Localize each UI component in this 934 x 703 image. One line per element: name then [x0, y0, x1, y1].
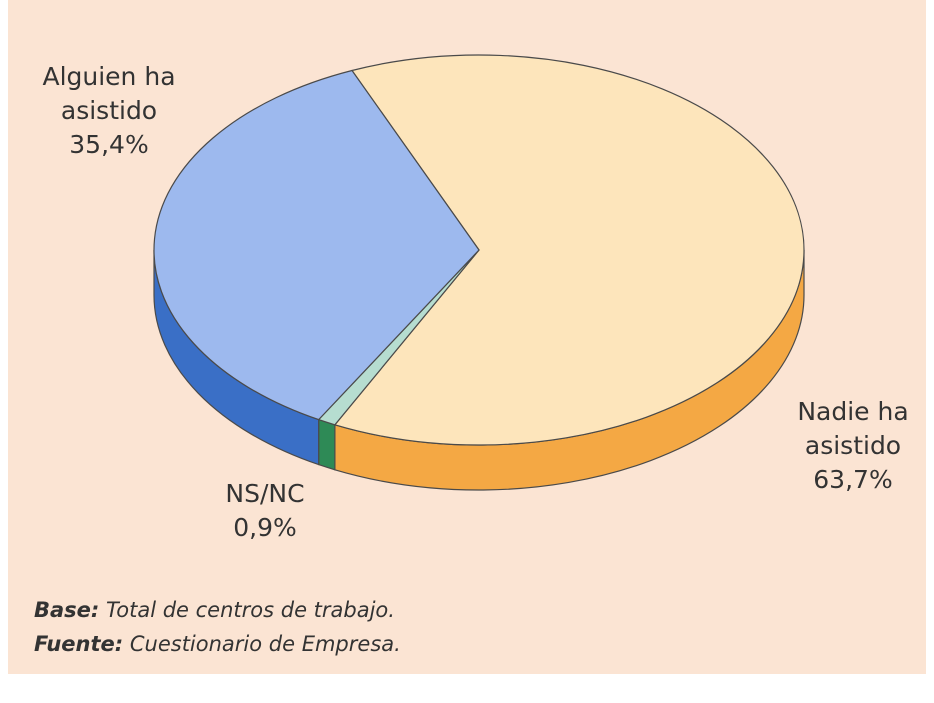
value-label: 63,7% — [813, 465, 893, 494]
note-label: Base: — [34, 598, 100, 622]
category-label: Alguien ha asistido — [42, 62, 176, 125]
slice-side — [318, 418, 336, 471]
note: Base: Total de centros de trabajo. — [34, 598, 395, 622]
value-label: 0,9% — [233, 513, 297, 542]
slice-label: Alguien ha asistido 35,4% — [14, 60, 204, 162]
slice — [153, 69, 480, 421]
slice-label: Nadie ha asistido 63,7% — [768, 395, 934, 497]
note-text: Cuestionario de Empresa. — [129, 632, 401, 656]
slice-label: NS/NC 0,9% — [200, 477, 330, 545]
category-label: NS/NC — [225, 479, 305, 508]
category-label: Nadie ha asistido — [797, 397, 909, 460]
value-label: 35,4% — [69, 130, 149, 159]
note-text: Total de centros de trabajo. — [106, 598, 395, 622]
slice — [333, 54, 805, 446]
note: Fuente: Cuestionario de Empresa. — [34, 632, 401, 656]
note-label: Fuente: — [34, 632, 124, 656]
